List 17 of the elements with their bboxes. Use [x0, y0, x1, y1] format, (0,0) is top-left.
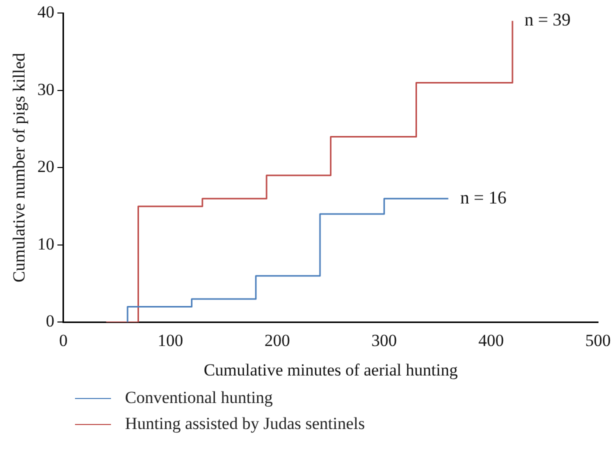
y-tick-label: 40 [37, 2, 54, 22]
annotation: n = 16 [460, 187, 506, 208]
x-tick-label: 0 [59, 330, 68, 350]
x-tick-label: 400 [478, 330, 504, 350]
x-tick-label: 100 [158, 330, 184, 350]
x-axis-title: Cumulative minutes of aerial hunting [204, 360, 458, 380]
x-tick-label: 500 [585, 330, 611, 350]
y-tick-label: 20 [37, 157, 54, 176]
x-tick-label: 300 [371, 330, 397, 350]
x-tick-label: 200 [264, 330, 290, 350]
y-tick-label: 30 [37, 80, 54, 99]
legend-label: Conventional hunting [125, 388, 273, 408]
annotation: n = 39 [524, 10, 571, 30]
y-tick-label: 0 [46, 312, 54, 331]
y-tick-label: 10 [37, 234, 54, 254]
y-axis-title: Cumulative number of pigs killed [10, 52, 29, 282]
legend-label: Hunting assisted by Judas sentinels [125, 414, 365, 434]
